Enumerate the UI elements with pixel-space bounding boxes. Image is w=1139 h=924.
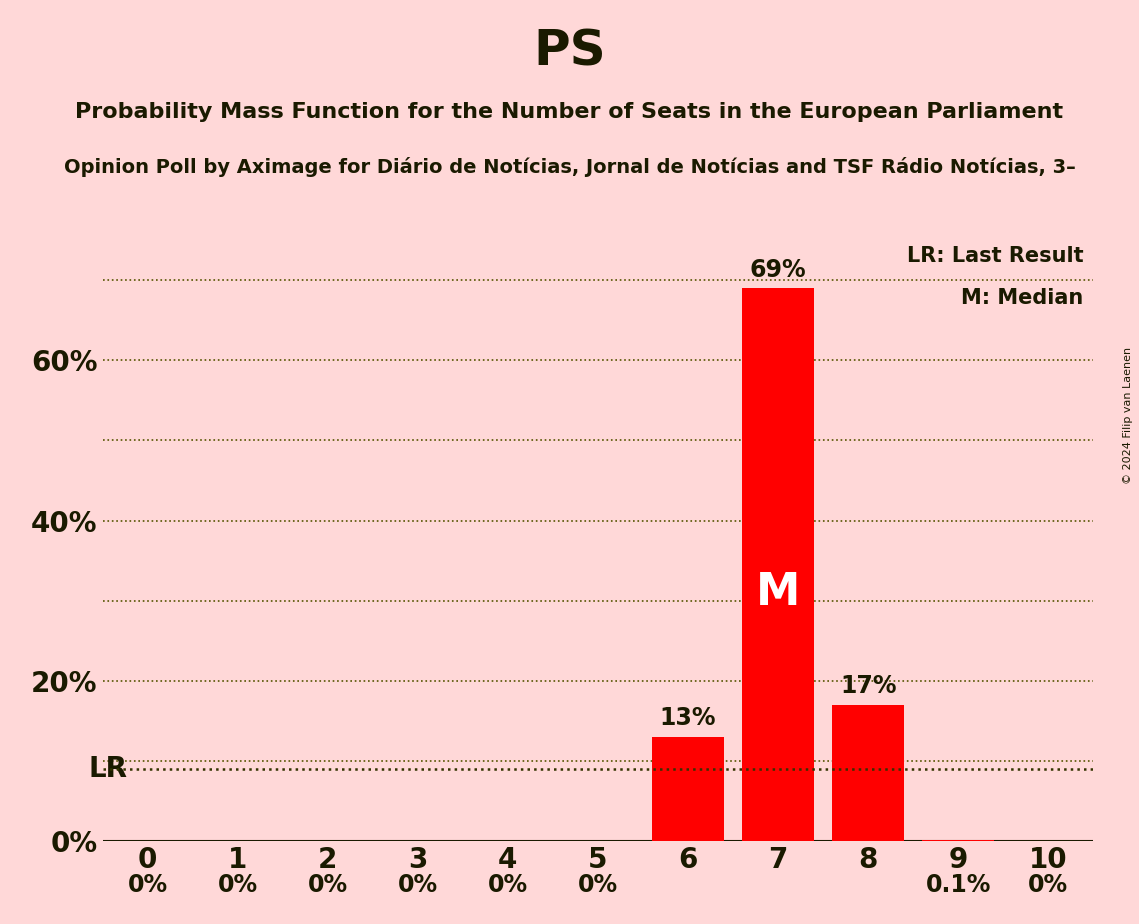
Text: M: Median: M: Median [961,288,1083,309]
Text: 17%: 17% [839,675,896,699]
Text: © 2024 Filip van Laenen: © 2024 Filip van Laenen [1123,347,1133,484]
Bar [743,288,814,841]
Text: 0%: 0% [398,873,437,897]
Text: 0%: 0% [577,873,618,897]
Text: 0%: 0% [128,873,167,897]
Text: LR: Last Result: LR: Last Result [907,246,1083,266]
Text: 0%: 0% [1029,873,1068,897]
Text: 0%: 0% [487,873,528,897]
Text: 0%: 0% [308,873,347,897]
Text: 69%: 69% [749,258,806,282]
Bar [652,736,724,841]
Text: Probability Mass Function for the Number of Seats in the European Parliament: Probability Mass Function for the Number… [75,102,1064,122]
Text: PS: PS [533,28,606,76]
Bar [833,705,904,841]
Text: 0%: 0% [218,873,257,897]
Text: Opinion Poll by Aximage for Diário de Notícias, Jornal de Notícias and TSF Rádio: Opinion Poll by Aximage for Diário de No… [64,157,1075,177]
Text: M: M [756,571,801,614]
Text: 13%: 13% [659,706,716,730]
Text: 0.1%: 0.1% [926,873,991,897]
Text: LR: LR [89,755,128,783]
